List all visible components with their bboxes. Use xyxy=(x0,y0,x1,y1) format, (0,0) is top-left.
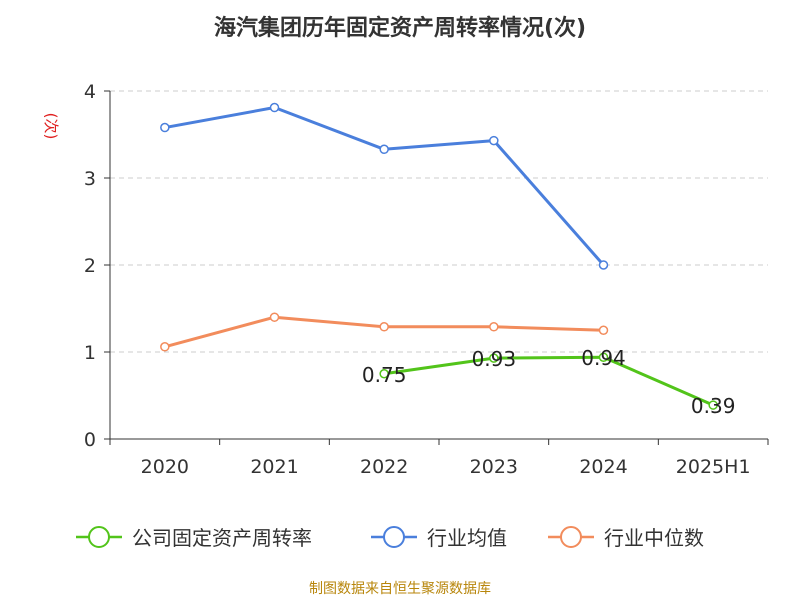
data-point xyxy=(160,342,170,352)
legend-label: 行业中位数 xyxy=(604,526,704,550)
data-point xyxy=(160,122,170,133)
x-tick-label: 2024 xyxy=(579,456,627,478)
data-point xyxy=(269,312,280,322)
source-note: 制图数据来自恒生聚源数据库 xyxy=(309,581,491,597)
legend-marker xyxy=(560,526,582,548)
data-point xyxy=(598,325,609,335)
series-layer xyxy=(160,102,718,410)
data-point xyxy=(379,369,389,379)
chart-title: 海汽集团历年固定资产周转率情况(次) xyxy=(213,16,587,41)
y-axis-label: (次) xyxy=(42,113,60,140)
legend-marker xyxy=(383,526,405,548)
data-label: 0.39 xyxy=(691,394,736,418)
data-label: 0.75 xyxy=(362,363,407,387)
data-point xyxy=(379,322,389,332)
y-tick-label: 3 xyxy=(84,168,96,190)
axis-layer: 0 1 2 3 4 2020 2021 2022 2023 2024 2025H1 (次) xyxy=(42,81,769,478)
y-tick-label: 2 xyxy=(84,255,96,277)
data-label: 0.93 xyxy=(472,347,517,371)
data-point xyxy=(708,400,718,410)
data-point xyxy=(598,260,609,270)
series-line xyxy=(164,315,604,349)
data-point xyxy=(489,353,499,363)
data-point xyxy=(269,102,280,113)
x-tick-label: 2023 xyxy=(470,456,518,478)
x-tick-label: 2022 xyxy=(360,456,408,478)
series-line xyxy=(164,106,605,266)
legend-label: 公司固定资产周转率 xyxy=(132,526,312,550)
y-tick-label: 1 xyxy=(84,342,96,364)
x-tick-label: 2021 xyxy=(250,456,298,478)
data-point xyxy=(598,352,609,362)
y-tick-label: 4 xyxy=(84,81,96,103)
data-point xyxy=(489,135,499,146)
legend: 公司固定资产周转率 行业均值 行业中位数 xyxy=(76,526,704,550)
series-line xyxy=(383,355,714,407)
grid-layer xyxy=(110,90,768,353)
x-tick-label: 2025H1 xyxy=(676,456,751,478)
y-tick-label: 0 xyxy=(84,429,96,451)
data-label-layer: 0.75 0.93 0.94 0.39 xyxy=(362,346,736,418)
x-tick-label: 2020 xyxy=(141,456,189,478)
data-point xyxy=(379,144,389,155)
data-point xyxy=(489,322,499,332)
legend-label: 行业均值 xyxy=(427,526,507,550)
legend-marker xyxy=(88,526,110,548)
data-label: 0.94 xyxy=(581,346,626,370)
